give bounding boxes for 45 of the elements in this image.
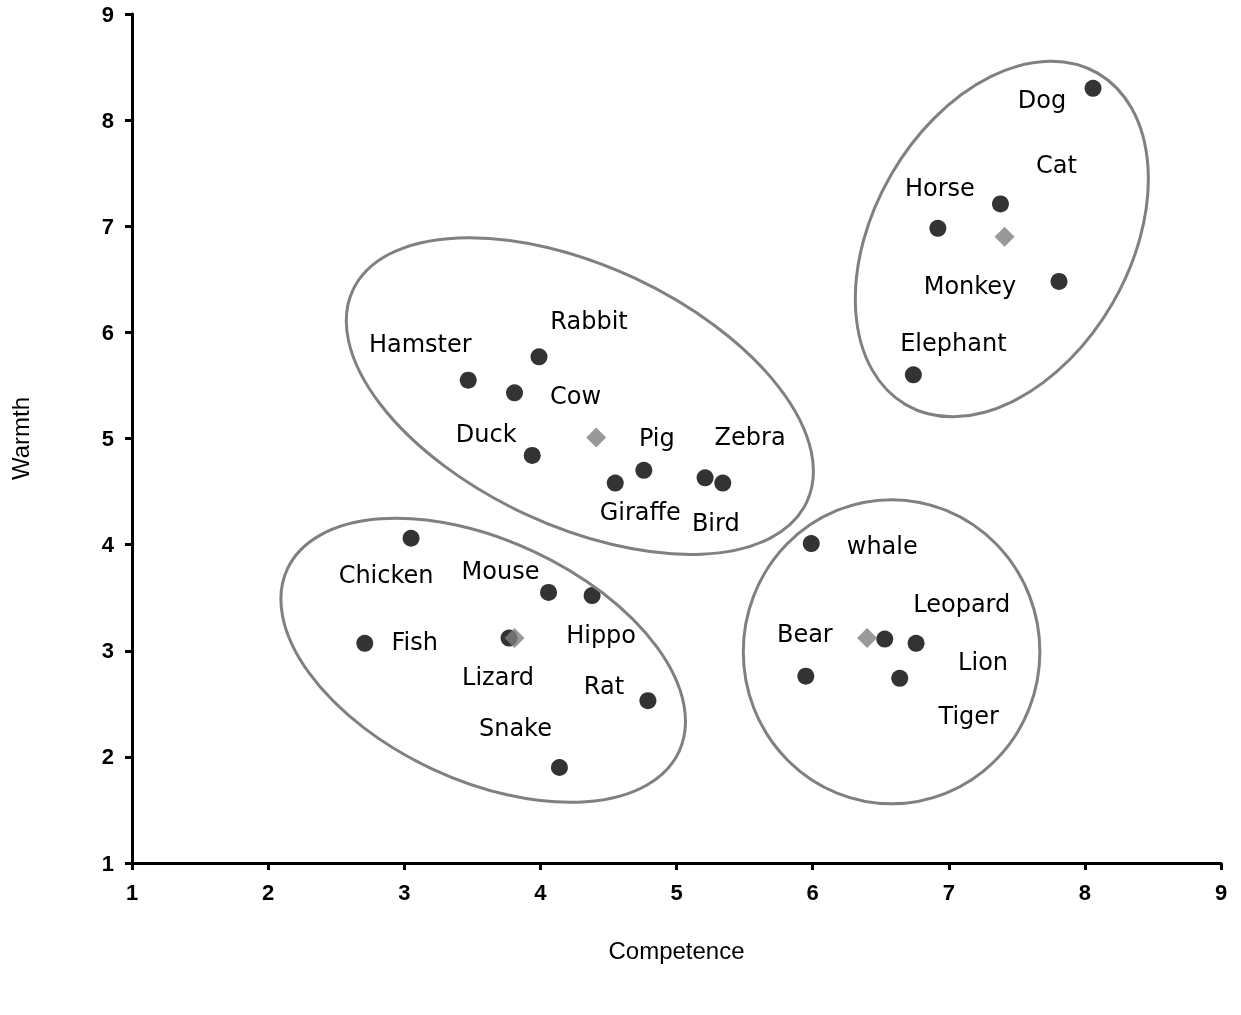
annotation: Lion <box>958 648 1009 677</box>
y-tick-label: 7 <box>101 213 114 239</box>
annotation: Snake <box>478 714 552 743</box>
annotation: Hamster <box>368 330 472 359</box>
annotation: Hippo <box>566 620 637 649</box>
y-tick-label: 9 <box>101 1 114 27</box>
annotation: Bird <box>691 509 740 538</box>
annotation: Zebra <box>714 422 786 451</box>
x-tick-label: 3 <box>398 879 411 905</box>
y-tick-label: 3 <box>101 638 114 664</box>
y-tick-label: 2 <box>101 744 114 770</box>
x-tick-label: 4 <box>534 879 548 905</box>
annotation: Elephant <box>900 328 1007 357</box>
annotation: Rabbit <box>550 306 628 335</box>
x-tick-label: 9 <box>1214 879 1228 905</box>
annotation: Bear <box>776 620 833 649</box>
annotation: Pig <box>638 424 675 453</box>
y-tick-label: 4 <box>101 532 115 558</box>
y-tick-label: 5 <box>101 426 114 451</box>
annotation: Dog <box>1017 86 1067 115</box>
x-tick-label: 1 <box>125 879 139 905</box>
y-tick-label: 1 <box>101 850 114 876</box>
annotation: Duck <box>455 420 517 449</box>
x-tick-label: 2 <box>262 879 275 905</box>
y-tick-label: 6 <box>101 319 114 345</box>
x-axis-title: Competence <box>608 936 745 964</box>
annotation: Lizard <box>462 663 535 692</box>
annotation: Fish <box>391 628 438 657</box>
annotation: Horse <box>904 174 975 203</box>
y-tick-label: 8 <box>101 107 114 133</box>
annotation: Giraffe <box>599 498 681 527</box>
annotation: Chicken <box>338 561 434 590</box>
x-tick-label: 6 <box>806 879 819 905</box>
annotation: Leopard <box>913 590 1011 619</box>
y-axis-title: Warmth <box>6 396 34 481</box>
annotation: Monkey <box>923 272 1017 301</box>
x-tick-label: 7 <box>942 879 955 905</box>
annotation: whale <box>846 531 918 560</box>
annotation: Mouse <box>461 557 540 586</box>
annotation: Cat <box>1036 150 1077 179</box>
annotation: Rat <box>583 671 625 700</box>
annotation: Tiger <box>937 702 1000 731</box>
x-tick-label: 5 <box>670 879 683 905</box>
annotation: Cow <box>549 381 602 410</box>
x-tick-label: 8 <box>1078 879 1091 905</box>
